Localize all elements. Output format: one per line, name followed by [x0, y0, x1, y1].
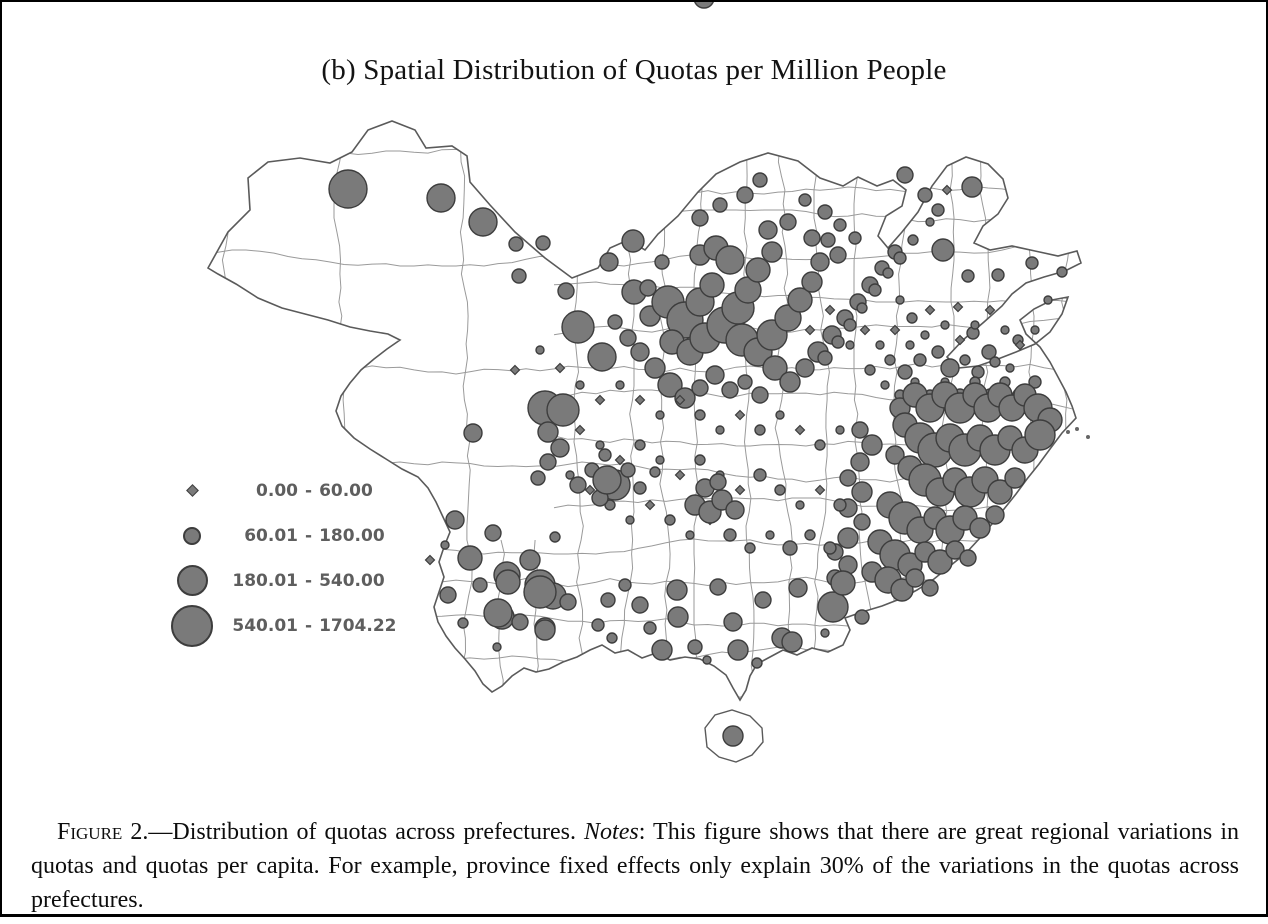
- figure-caption: Figure 2.—Distribution of quotas across …: [31, 815, 1239, 917]
- figure-number-label: Figure 2.: [57, 819, 149, 845]
- legend-row: 0.00 - 60.00: [168, 468, 397, 513]
- legend-label: 0.00 - 60.00: [256, 480, 373, 501]
- legend-row: 180.01 - 540.00: [168, 558, 397, 603]
- notes-label: Notes: [584, 819, 639, 845]
- legend-row: 540.01 - 1704.22: [168, 603, 397, 648]
- legend-label: 180.01 - 540.00: [232, 570, 385, 591]
- legend-label: 540.01 - 1704.22: [232, 615, 397, 636]
- large-circle-marker-icon: [171, 604, 213, 647]
- caption-text: Distribution of quotas across prefecture…: [172, 819, 585, 845]
- medium-circle-marker-icon: [176, 565, 208, 596]
- quota-bubbles: [328, 166, 1068, 747]
- legend-label: 60.01 - 180.00: [244, 525, 385, 546]
- figure-panel-title: (b) Spatial Distribution of Quotas per M…: [321, 54, 947, 86]
- diamond-marker-icon: [185, 484, 199, 497]
- map-legend: 0.00 - 60.00 60.01 - 180.00 180.01 - 540…: [168, 468, 397, 648]
- caption-dash: —: [148, 819, 173, 845]
- caption-text: : This figure shows that there are great…: [31, 819, 1239, 913]
- small-circle-marker-icon: [183, 526, 201, 545]
- legend-row: 60.01 - 180.00: [168, 513, 397, 558]
